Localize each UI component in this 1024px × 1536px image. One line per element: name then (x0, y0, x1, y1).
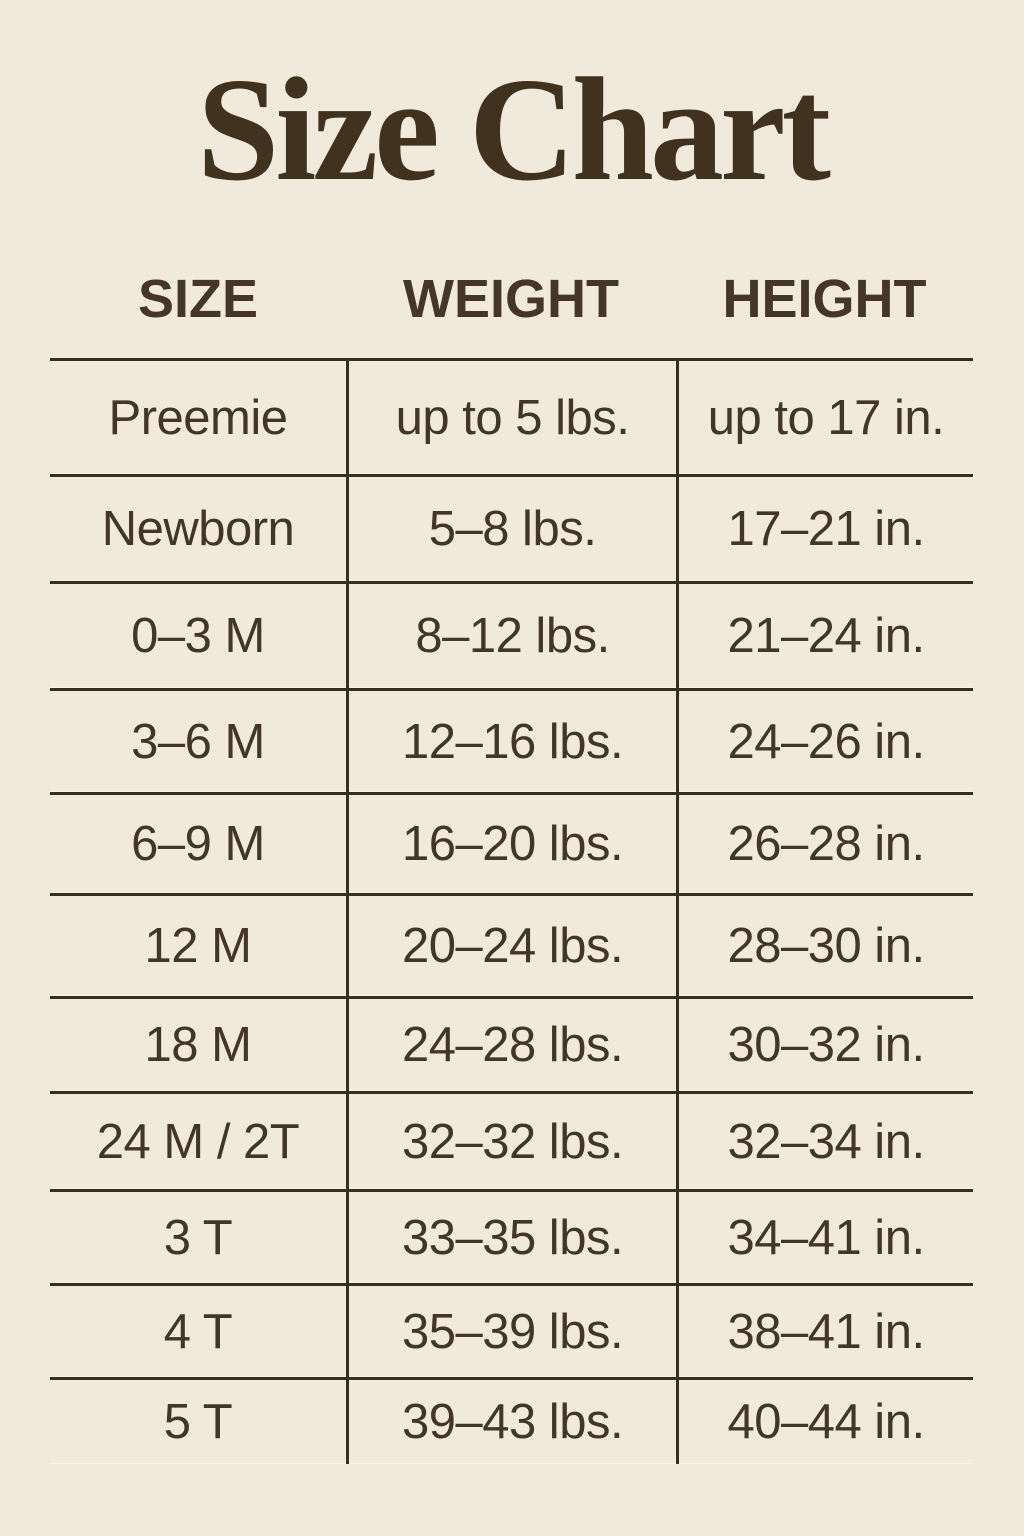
size-cell: 3 T (50, 1189, 346, 1283)
weight-cell: 8–12 lbs. (346, 581, 676, 688)
height-cell: 32–34 in. (676, 1091, 973, 1189)
size-cell: Newborn (50, 474, 346, 581)
weight-cell: 39–43 lbs. (346, 1377, 676, 1464)
height-cell: 17–21 in. (676, 474, 973, 581)
height-cell: 26–28 in. (676, 792, 973, 893)
size-cell: 4 T (50, 1283, 346, 1377)
weight-cell: 33–35 lbs. (346, 1189, 676, 1283)
height-cell: 34–41 in. (676, 1189, 973, 1283)
column-header-height: HEIGHT (722, 269, 927, 329)
weight-cell: 24–28 lbs. (346, 996, 676, 1091)
height-cell: 28–30 in. (676, 893, 973, 996)
size-cell: 6–9 M (50, 792, 346, 893)
weight-cell: 32–32 lbs. (346, 1091, 676, 1189)
column-header-weight: WEIGHT (403, 269, 619, 329)
size-cell: 3–6 M (50, 688, 346, 792)
weight-cell: 12–16 lbs. (346, 688, 676, 792)
size-cell: Preemie (50, 358, 346, 474)
weight-cell: 20–24 lbs. (346, 893, 676, 996)
height-cell: 38–41 in. (676, 1283, 973, 1377)
table-header-row: SIZE WEIGHT HEIGHT (50, 268, 974, 330)
weight-cell: up to 5 lbs. (346, 358, 676, 474)
size-cell: 12 M (50, 893, 346, 996)
height-cell: 24–26 in. (676, 688, 973, 792)
size-cell: 24 M / 2T (50, 1091, 346, 1189)
weight-cell: 16–20 lbs. (346, 792, 676, 893)
height-cell: up to 17 in. (676, 358, 973, 474)
weight-cell: 35–39 lbs. (346, 1283, 676, 1377)
size-chart-table: Preemie up to 5 lbs. up to 17 in. Newbor… (50, 358, 974, 1464)
weight-cell: 5–8 lbs. (346, 474, 676, 581)
size-cell: 5 T (50, 1377, 346, 1464)
height-cell: 21–24 in. (676, 581, 973, 688)
size-cell: 18 M (50, 996, 346, 1091)
column-header-size: SIZE (137, 269, 259, 329)
page-title: Size Chart (197, 48, 831, 212)
size-cell: 0–3 M (50, 581, 346, 688)
height-cell: 30–32 in. (676, 996, 973, 1091)
height-cell: 40–44 in. (676, 1377, 973, 1464)
